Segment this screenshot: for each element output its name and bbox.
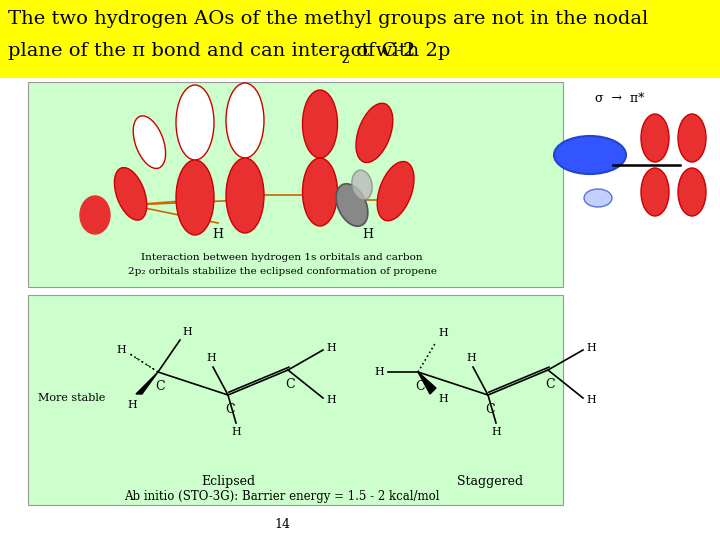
Ellipse shape xyxy=(80,196,110,234)
Text: The two hydrogen AOs of the methyl groups are not in the nodal: The two hydrogen AOs of the methyl group… xyxy=(8,10,648,28)
Ellipse shape xyxy=(226,83,264,158)
Text: H: H xyxy=(326,343,336,353)
Text: Staggered: Staggered xyxy=(457,475,523,488)
Ellipse shape xyxy=(114,167,147,220)
Ellipse shape xyxy=(641,114,669,162)
Ellipse shape xyxy=(133,116,166,168)
Text: H: H xyxy=(206,353,216,363)
Text: H: H xyxy=(491,427,501,437)
Ellipse shape xyxy=(226,158,264,233)
Text: H: H xyxy=(116,345,126,355)
Text: H: H xyxy=(374,367,384,377)
Ellipse shape xyxy=(352,170,372,200)
Ellipse shape xyxy=(377,161,414,221)
Text: H: H xyxy=(362,228,374,241)
Ellipse shape xyxy=(302,158,338,226)
Bar xyxy=(28,82,563,287)
Text: plane of the π bond and can interact with 2p: plane of the π bond and can interact wit… xyxy=(8,42,451,60)
Ellipse shape xyxy=(678,168,706,216)
Text: H: H xyxy=(231,427,241,437)
Text: C: C xyxy=(415,380,425,393)
Ellipse shape xyxy=(176,160,214,235)
Ellipse shape xyxy=(554,136,626,174)
Text: H: H xyxy=(586,343,595,353)
Text: H: H xyxy=(466,353,476,363)
Text: More stable: More stable xyxy=(38,393,105,403)
Polygon shape xyxy=(418,372,436,394)
Text: C: C xyxy=(285,378,294,391)
Text: Interaction between hydrogen 1s orbitals and carbon: Interaction between hydrogen 1s orbitals… xyxy=(141,253,423,262)
Ellipse shape xyxy=(356,103,393,163)
Ellipse shape xyxy=(176,85,214,160)
Text: H: H xyxy=(212,228,223,241)
Text: 14: 14 xyxy=(274,518,290,531)
Text: of C-2: of C-2 xyxy=(350,42,415,60)
Polygon shape xyxy=(136,372,158,394)
Text: Eclipsed: Eclipsed xyxy=(201,475,255,488)
Ellipse shape xyxy=(641,168,669,216)
Text: H: H xyxy=(438,394,448,404)
Text: H: H xyxy=(127,400,137,410)
Text: H: H xyxy=(326,395,336,405)
Text: H: H xyxy=(438,328,448,338)
Text: C: C xyxy=(485,403,495,416)
Bar xyxy=(0,0,720,78)
Ellipse shape xyxy=(336,184,368,226)
Text: H: H xyxy=(182,327,192,337)
Ellipse shape xyxy=(302,90,338,158)
Text: H: H xyxy=(586,395,595,405)
Text: C: C xyxy=(545,378,555,391)
Text: C: C xyxy=(225,403,235,416)
Text: σ  →  π*: σ → π* xyxy=(595,92,644,105)
Ellipse shape xyxy=(584,189,612,207)
Bar xyxy=(28,295,563,505)
Text: z: z xyxy=(342,52,349,66)
Text: Ab initio (STO-3G): Barrier energy = 1.5 - 2 kcal/mol: Ab initio (STO-3G): Barrier energy = 1.5… xyxy=(125,490,440,503)
Text: 2p₂ orbitals stabilize the eclipsed conformation of propene: 2p₂ orbitals stabilize the eclipsed conf… xyxy=(127,267,436,276)
Text: C: C xyxy=(156,380,165,393)
Ellipse shape xyxy=(678,114,706,162)
